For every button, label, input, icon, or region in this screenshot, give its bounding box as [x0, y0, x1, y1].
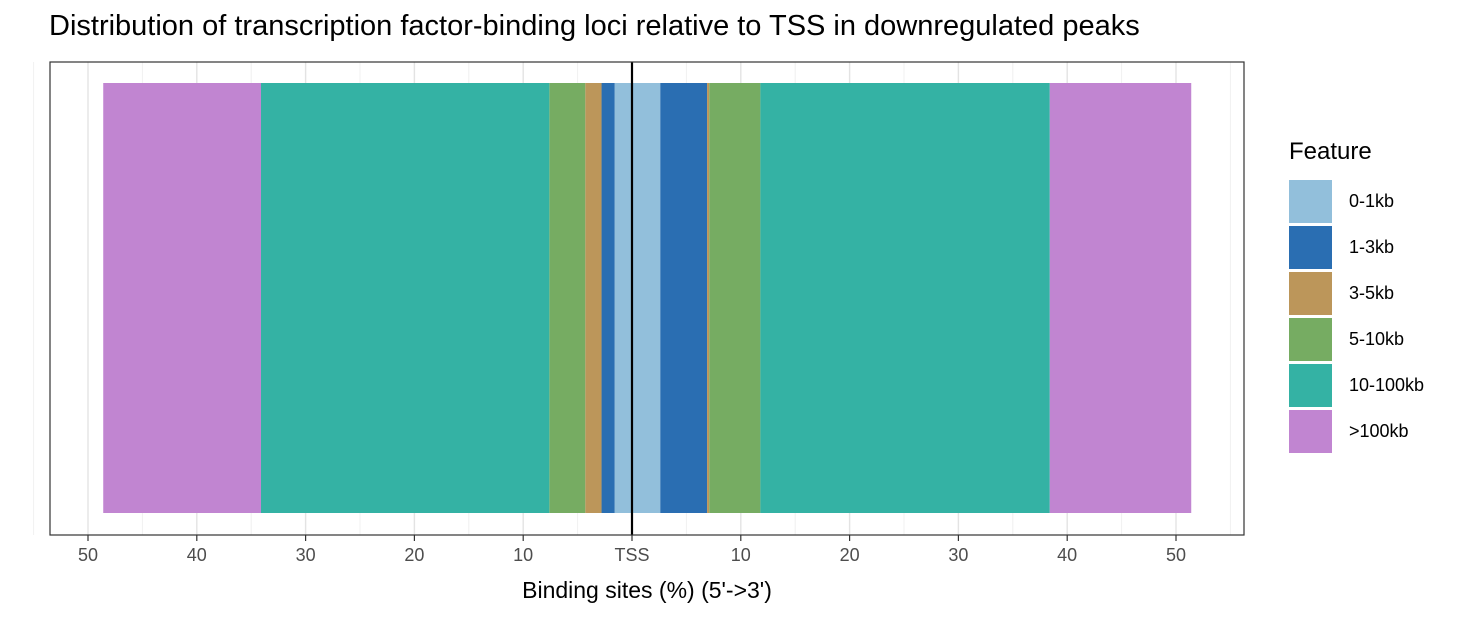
- bar-downstream-100kb: [1049, 83, 1192, 513]
- bar-upstream-0-1kb: [614, 83, 632, 513]
- x-tick-label: 20: [840, 545, 860, 565]
- bar-upstream-1-3kb: [601, 83, 615, 513]
- legend-item: 5-10kb: [1289, 316, 1424, 362]
- legend-label: 0-1kb: [1349, 190, 1395, 211]
- x-tick-label: TSS: [614, 545, 649, 565]
- x-axis-ticks: 50 40 30 20 10 TSS 10 20 30 40 50: [78, 535, 1186, 565]
- legend-item: >100kb: [1289, 408, 1424, 454]
- bar-downstream-0-1kb: [632, 83, 661, 513]
- bar-upstream-3-5kb: [585, 83, 602, 513]
- x-tick-label: 40: [1057, 545, 1077, 565]
- legend: Feature 0-1kb 1-3kb 3-5kb 5-10kb 10-100kb >10…: [1289, 138, 1424, 454]
- legend-swatch: [1289, 225, 1332, 269]
- legend-swatch: [1289, 363, 1332, 407]
- bar-upstream-5-10kb: [549, 83, 586, 513]
- bar-upstream-100kb: [103, 83, 261, 513]
- legend-item: 0-1kb: [1289, 178, 1424, 224]
- legend-swatch: [1289, 179, 1332, 223]
- bar-downstream-1-3kb: [660, 83, 708, 513]
- x-tick-label: 50: [1166, 545, 1186, 565]
- x-tick-label: 30: [948, 545, 968, 565]
- legend-label: 3-5kb: [1349, 282, 1395, 303]
- bars: [103, 83, 1192, 513]
- x-tick-label: 30: [296, 545, 316, 565]
- legend-title: Feature: [1289, 138, 1372, 165]
- x-tick-label: 20: [404, 545, 424, 565]
- legend-label: 1-3kb: [1349, 236, 1395, 257]
- bar-downstream-5-10kb: [709, 83, 761, 513]
- x-tick-label: 10: [731, 545, 751, 565]
- bar-downstream-3-5kb: [707, 83, 710, 513]
- legend-item: 10-100kb: [1289, 362, 1424, 408]
- legend-swatch: [1289, 409, 1332, 453]
- x-tick-label: 40: [187, 545, 207, 565]
- chart-title: Distribution of transcription factor-bin…: [49, 10, 1140, 42]
- bar-downstream-10-100kb: [760, 83, 1050, 513]
- legend-items: 0-1kb 1-3kb 3-5kb 5-10kb 10-100kb >100kb: [1289, 178, 1424, 454]
- legend-swatch: [1289, 271, 1332, 315]
- x-axis-title: Binding sites (%) (5'->3'): [522, 577, 772, 603]
- legend-swatch: [1289, 317, 1332, 361]
- bar-upstream-10-100kb: [260, 83, 550, 513]
- legend-label: >100kb: [1349, 420, 1409, 441]
- legend-label: 5-10kb: [1349, 328, 1405, 349]
- x-tick-label: 10: [513, 545, 533, 565]
- x-tick-label: 50: [78, 545, 98, 565]
- legend-item: 3-5kb: [1289, 270, 1424, 316]
- legend-item: 1-3kb: [1289, 224, 1424, 270]
- plot-border: [49, 61, 1245, 536]
- stacked-bar-chart: 50 40 30 20 10 TSS 10 20 30 40 50 Binding sites (%…: [33, 61, 1245, 603]
- legend-label: 10-100kb: [1349, 374, 1425, 395]
